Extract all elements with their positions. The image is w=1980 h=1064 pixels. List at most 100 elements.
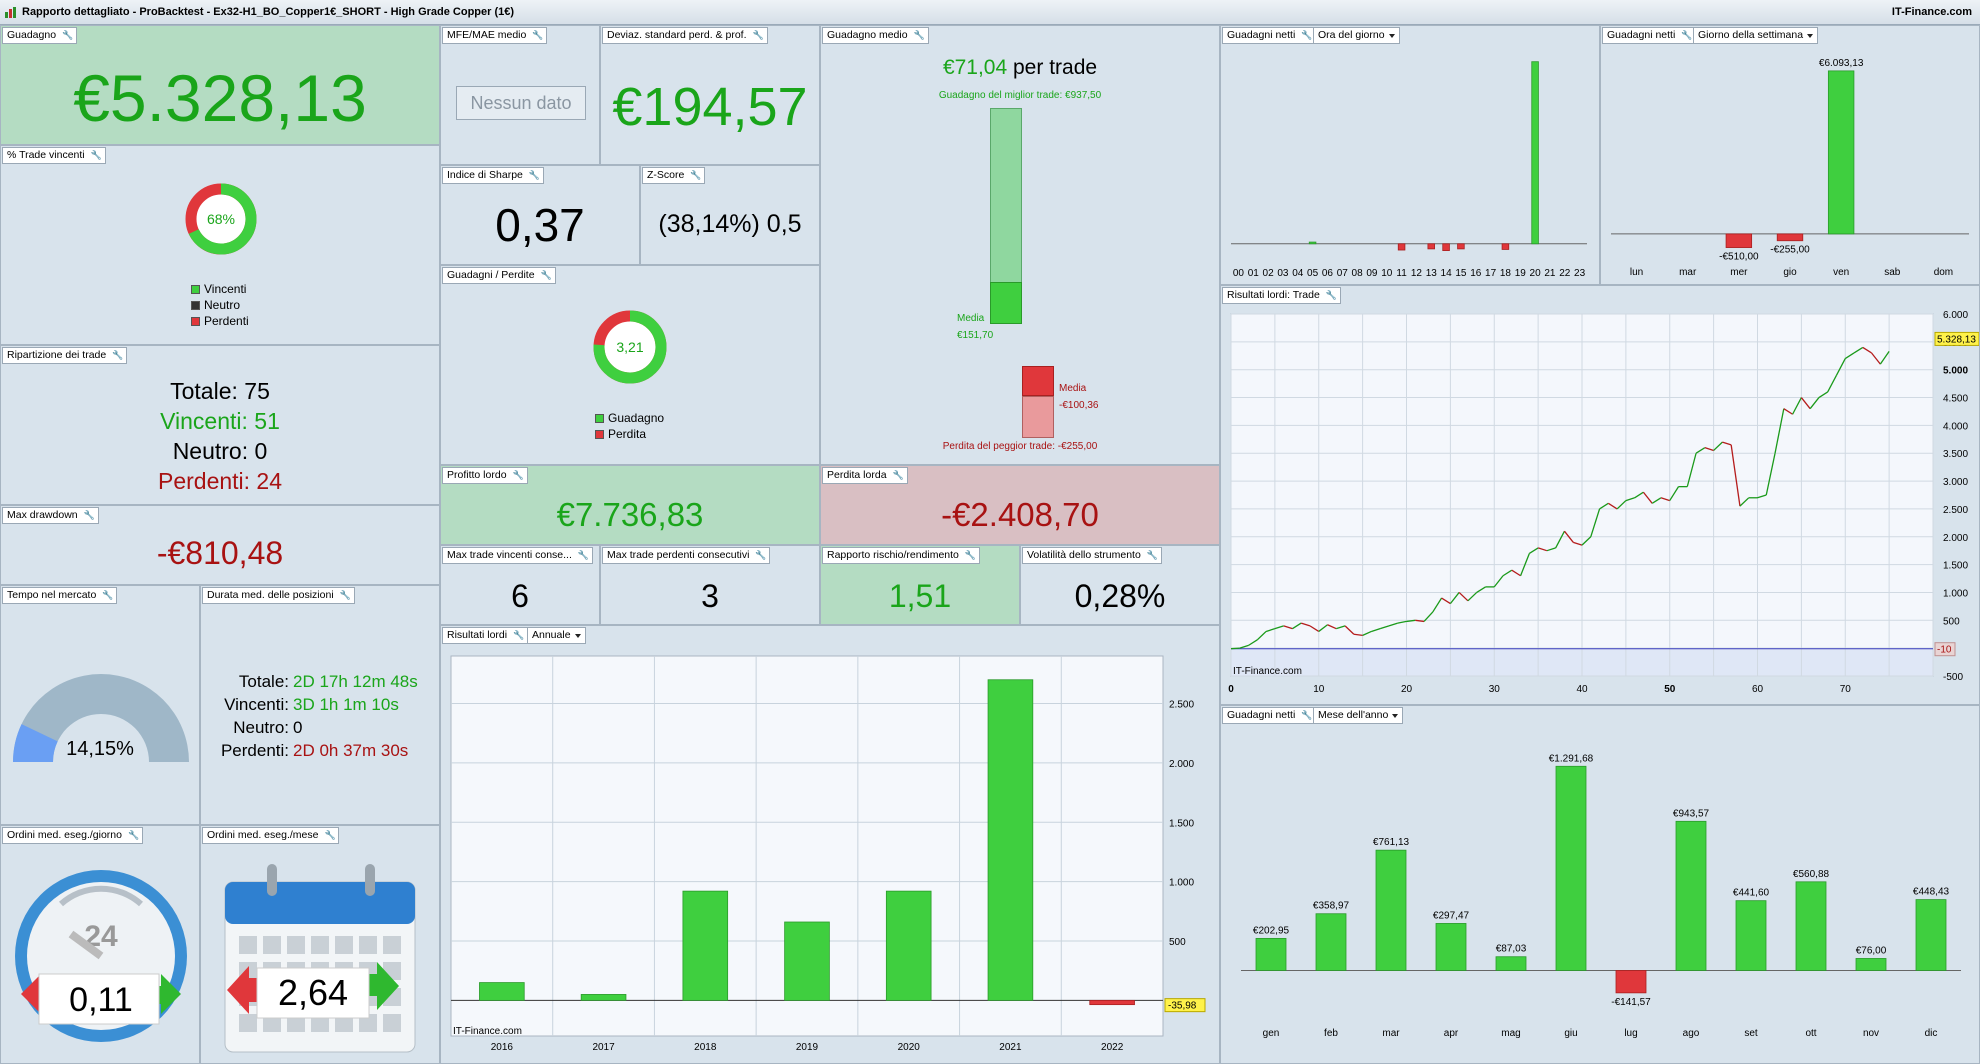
- gross-loss-panel: Perdita lorda 🔧 -€2.408,70: [820, 465, 1220, 545]
- breakdown-header[interactable]: Ripartizione dei trade 🔧: [2, 347, 128, 364]
- x-tick-label: 30: [1489, 684, 1501, 695]
- no-data-button[interactable]: Nessun dato: [456, 86, 586, 120]
- wrench-icon[interactable]: 🔧: [577, 550, 590, 560]
- avg-gain-label: Guadagno medio: [827, 29, 908, 41]
- data-label: €358,97: [1313, 901, 1350, 912]
- weekday-chart-header[interactable]: Guadagni netti 🔧: [1602, 27, 1697, 44]
- wrench-icon[interactable]: 🔧: [90, 150, 102, 160]
- data-label: €448,43: [1913, 887, 1950, 898]
- wrench-icon[interactable]: 🔧: [892, 470, 904, 480]
- trade-chart-label: Risultati lordi: Trade: [1227, 289, 1320, 301]
- orders-day-label: Ordini med. eseg./giorno: [7, 829, 122, 841]
- gross-profit-header[interactable]: Profitto lordo 🔧: [442, 467, 528, 484]
- zscore-header[interactable]: Z-Score 🔧: [642, 167, 706, 184]
- month-chart-header[interactable]: Guadagni netti 🔧: [1222, 707, 1317, 724]
- gross-loss-value: -€2.408,70: [941, 496, 1099, 533]
- time-market-gauge: [13, 674, 189, 762]
- bar-2017: [580, 994, 627, 1001]
- orders-day-panel: Ordini med. eseg./giorno 🔧 24 0,11: [0, 825, 200, 1064]
- wrench-icon[interactable]: 🔧: [1301, 30, 1313, 40]
- gain-loss-header[interactable]: Guadagni / Perdite 🔧: [442, 267, 556, 284]
- duration-header[interactable]: Durata med. delle posizioni 🔧: [202, 587, 355, 604]
- loss-streak-value: 3: [701, 578, 719, 614]
- gain-panel: Guadagno 🔧 €5.328,13: [0, 25, 440, 145]
- equity-segment: [1871, 352, 1881, 365]
- window-title: Rapporto dettagliato - ProBacktest - Ex3…: [22, 6, 515, 18]
- wrench-icon[interactable]: 🔧: [964, 550, 977, 560]
- avg-gain-header[interactable]: Guadagno medio 🔧: [822, 27, 929, 44]
- x-tick-label: 20: [1401, 684, 1413, 695]
- equity-segment: [1669, 486, 1680, 501]
- wrench-icon[interactable]: 🔧: [690, 170, 702, 180]
- gain-header[interactable]: Guadagno 🔧: [2, 27, 78, 44]
- annual-dropdown[interactable]: Annuale: [527, 627, 586, 644]
- equity-segment: [1230, 647, 1240, 650]
- wrench-icon[interactable]: 🔧: [1146, 550, 1159, 560]
- y-tick-label: 3.500: [1943, 449, 1968, 460]
- wrench-icon[interactable]: 🔧: [339, 590, 351, 600]
- equity-segment: [1704, 447, 1714, 452]
- wrench-icon[interactable]: 🔧: [512, 470, 524, 480]
- bar-18: [1501, 243, 1510, 250]
- equity-segment: [1502, 569, 1513, 577]
- trade-chart-header[interactable]: Risultati lordi: Trade 🔧: [1222, 287, 1341, 304]
- loss-streak-header[interactable]: Max trade perdenti consecutivi 🔧: [602, 547, 771, 564]
- x-tick-label: ago: [1683, 1028, 1700, 1039]
- month-dropdown[interactable]: Mese dell'anno: [1313, 707, 1404, 724]
- gross-loss-header[interactable]: Perdita lorda 🔧: [822, 467, 908, 484]
- win-pct-header[interactable]: % Trade vincenti 🔧: [2, 147, 106, 164]
- drawdown-header[interactable]: Max drawdown 🔧: [2, 507, 99, 524]
- wrench-icon[interactable]: 🔧: [752, 30, 764, 40]
- x-tick-label: gio: [1783, 267, 1797, 278]
- risk-reward-header[interactable]: Rapporto rischio/rendimento 🔧: [822, 547, 980, 564]
- equity-segment: [1265, 628, 1276, 633]
- stddev-label: Deviaz. standard perd. & prof.: [607, 29, 747, 41]
- bar-gen: [1255, 937, 1287, 971]
- orders-day-header[interactable]: Ordini med. eseg./giorno 🔧: [2, 827, 143, 844]
- avg-gain-panel: Guadagno medio 🔧 €71,04 per trade Guadagn…: [820, 25, 1220, 465]
- wrench-icon[interactable]: 🔧: [83, 510, 95, 520]
- weekday-dropdown[interactable]: Giorno della settimana: [1693, 27, 1819, 44]
- wrench-icon[interactable]: 🔧: [532, 30, 544, 40]
- wrench-icon[interactable]: 🔧: [913, 30, 925, 40]
- data-label: -€510,00: [1719, 252, 1759, 263]
- risk-reward-label: Rapporto rischio/rendimento: [827, 549, 959, 561]
- orders-month-header[interactable]: Ordini med. eseg./mese 🔧: [202, 827, 340, 844]
- wrench-icon[interactable]: 🔧: [127, 830, 140, 840]
- annual-chart-header[interactable]: Risultati lordi 🔧: [442, 627, 529, 644]
- wrench-icon[interactable]: 🔧: [528, 170, 541, 180]
- wrench-icon[interactable]: 🔧: [324, 830, 336, 840]
- volatility-header[interactable]: Volatilità dello strumento 🔧: [1022, 547, 1162, 564]
- wrench-icon[interactable]: 🔧: [62, 30, 74, 40]
- wrench-icon[interactable]: 🔧: [112, 350, 124, 360]
- legend-win: Vincenti: [191, 281, 249, 297]
- x-tick-label: 10: [1313, 684, 1325, 695]
- y-tick-label: 500: [1169, 937, 1186, 948]
- sharpe-header[interactable]: Indice di Sharpe 🔧: [442, 167, 544, 184]
- wrench-icon[interactable]: 🔧: [1325, 290, 1338, 300]
- calendar-cell: [383, 1014, 401, 1032]
- wrench-icon[interactable]: 🔧: [755, 550, 767, 560]
- bar-14: [1442, 243, 1450, 252]
- wrench-icon[interactable]: 🔧: [513, 630, 525, 640]
- stddev-panel: Deviaz. standard perd. & prof. 🔧 €194,57: [600, 25, 820, 165]
- hour-chart-header[interactable]: Guadagni netti 🔧: [1222, 27, 1317, 44]
- time-market-header[interactable]: Tempo nel mercato 🔧: [2, 587, 118, 604]
- wrench-icon[interactable]: 🔧: [102, 590, 114, 600]
- avg-negative-label: Media -€100,36: [1059, 383, 1099, 411]
- x-tick-label: 05: [1307, 268, 1319, 279]
- last-value-badge: [1164, 998, 1206, 1013]
- equity-segment: [1274, 625, 1284, 630]
- equity-segment: [1256, 630, 1267, 641]
- wrench-icon[interactable]: 🔧: [1681, 30, 1693, 40]
- equity-segment: [1292, 622, 1302, 630]
- wrench-icon[interactable]: 🔧: [1301, 710, 1313, 720]
- bar-15: [1457, 243, 1465, 250]
- stddev-header[interactable]: Deviaz. standard perd. & prof. 🔧: [602, 27, 768, 44]
- bar-13: [1427, 243, 1435, 250]
- win-streak-header[interactable]: Max trade vincenti conse... 🔧: [442, 547, 593, 564]
- mfe-header[interactable]: MFE/MAE medio 🔧: [442, 27, 548, 44]
- x-tick-label: giu: [1564, 1028, 1577, 1039]
- wrench-icon[interactable]: 🔧: [540, 270, 552, 280]
- hour-dropdown[interactable]: Ora del giorno: [1313, 27, 1400, 44]
